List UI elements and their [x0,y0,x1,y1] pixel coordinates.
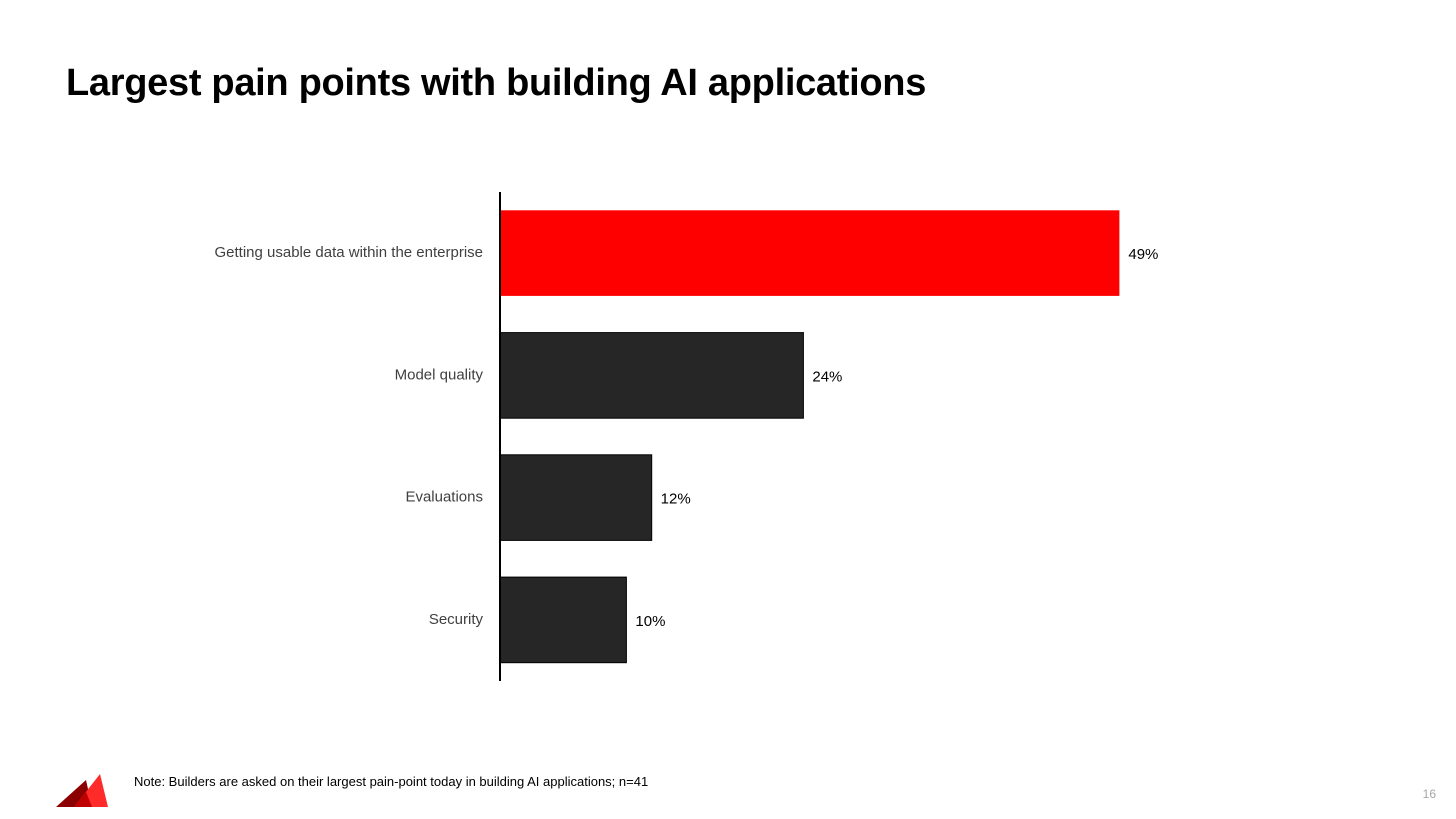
category-label: Model quality [395,366,484,383]
red-triangle-logo-icon [56,774,108,807]
data-label: 10% [635,613,665,630]
data-label: 49% [1128,246,1158,263]
category-label: Security [429,611,484,628]
bar-0 [500,210,1120,296]
bar-3 [499,576,627,664]
data-label: 24% [812,368,842,385]
category-label: Evaluations [405,489,483,506]
bar-2 [499,454,653,541]
category-label: Getting usable data within the enterpris… [215,244,484,261]
bar-1 [499,332,804,419]
page-number: 16 [1422,787,1436,801]
data-label: 12% [661,491,691,508]
footnote: Note: Builders are asked on their larges… [134,774,649,789]
page-title: Largest pain points with building AI app… [66,62,927,104]
